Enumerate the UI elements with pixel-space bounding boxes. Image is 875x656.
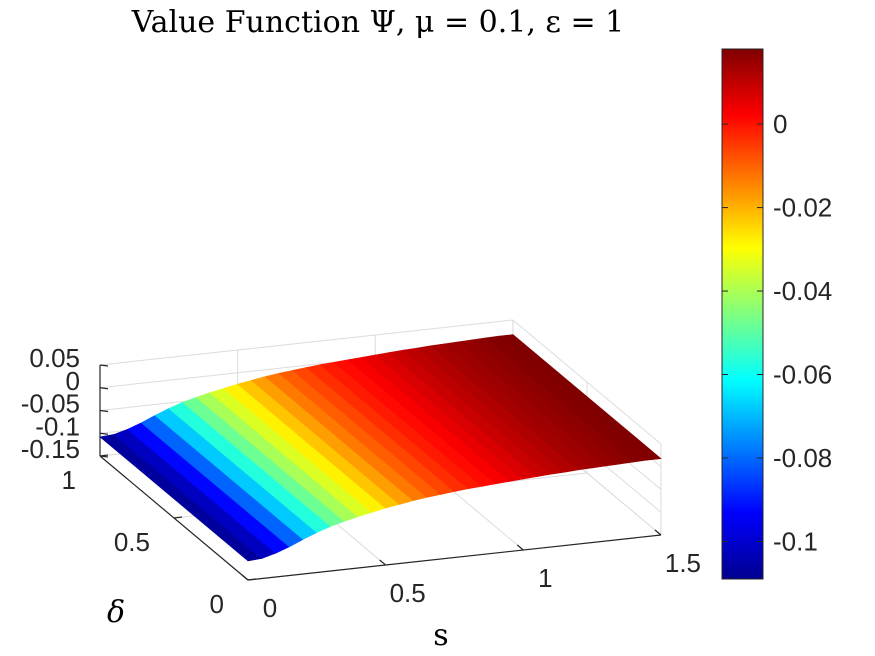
z-tick-mark: [99, 387, 109, 390]
x-axis-label: s: [433, 618, 448, 653]
z-tick-mark: [99, 364, 109, 367]
y-axis-label: δ: [107, 595, 125, 630]
z-tick-label: 0: [66, 366, 80, 396]
x-tick-mark: [379, 559, 387, 566]
colorbar-tick-label: -0.1: [773, 526, 818, 556]
y-tick-mark: [173, 516, 183, 519]
grid-line: [99, 319, 514, 366]
x-tick-mark: [516, 544, 524, 551]
y-tick-label: 1: [62, 465, 76, 495]
z-tick-label: -0.05: [21, 389, 80, 419]
surface-plot: [99, 334, 662, 562]
x-tick-label: 1: [538, 563, 552, 593]
colorbar-gradient: [721, 48, 764, 580]
x-tick-label: 1.5: [665, 548, 701, 578]
z-tick-label: -0.15: [21, 434, 80, 464]
colorbar-tick-label: -0.08: [773, 443, 832, 473]
y-tick-mark: [247, 578, 257, 581]
x-axis-line: [247, 534, 662, 581]
colorbar-tick-label: 0: [773, 109, 787, 139]
y-tick-label: 0.5: [114, 527, 150, 557]
colorbar-tick-label: -0.02: [773, 193, 832, 223]
colorbar-tick-label: -0.04: [773, 276, 832, 306]
x-tick-label: 0.5: [390, 578, 426, 608]
y-tick-label: 0: [210, 589, 224, 619]
z-tick-mark: [99, 455, 109, 458]
chart-title: Value Function Ψ, μ = 0.1, ε = 1: [131, 5, 625, 40]
colorbar-ticks: -0.1 -0.08 -0.06 -0.04 -0.02 0: [722, 109, 832, 556]
x-tick-label: 0: [263, 593, 277, 623]
z-tick-label: 0.05: [29, 343, 80, 373]
colorbar: -0.1 -0.08 -0.06 -0.04 -0.02 0: [721, 48, 832, 580]
colorbar-tick-label: -0.06: [773, 360, 832, 390]
x-tick-mark: [654, 529, 662, 536]
z-tick-label: -0.1: [35, 411, 80, 441]
z-tick-mark: [99, 432, 109, 435]
surface-strip: [498, 334, 662, 461]
x-tick-mark: [241, 574, 249, 581]
grid-line: [512, 319, 662, 445]
axes: [99, 364, 662, 581]
z-tick-mark: [99, 409, 109, 413]
